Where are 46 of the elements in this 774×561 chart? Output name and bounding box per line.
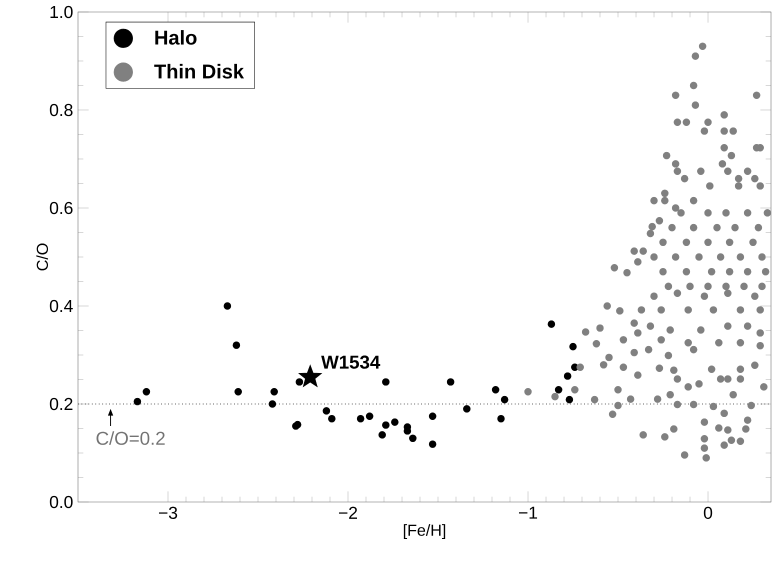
x-tick-label: −3 [158, 506, 178, 519]
legend-label: Halo [155, 30, 197, 45]
x-tick-label: 0 [704, 506, 712, 519]
x-axis-title: [Fe/H] [404, 524, 446, 540]
point [391, 418, 399, 426]
y-axis-title: C/O [36, 244, 48, 270]
point [270, 388, 278, 396]
x-tick-label: −1 [518, 506, 538, 519]
point [366, 412, 374, 420]
point [382, 378, 390, 386]
y-tick-label: 0.2 [50, 398, 72, 410]
point [500, 396, 508, 404]
point [232, 341, 240, 349]
point [428, 440, 436, 448]
x-tick-label: −2 [338, 506, 358, 519]
y-tick-label: 0.0 [50, 496, 73, 508]
point [328, 414, 336, 422]
annotation: W1534 [321, 356, 380, 369]
point [428, 412, 436, 420]
point [322, 407, 330, 415]
point [142, 388, 150, 396]
point [382, 421, 390, 429]
point [492, 386, 500, 394]
y-tick-label: 1.0 [50, 6, 73, 18]
point [134, 398, 142, 406]
point [497, 414, 505, 422]
point [356, 414, 364, 422]
point [268, 400, 276, 408]
point [463, 405, 471, 413]
point [409, 434, 417, 442]
point [548, 320, 556, 328]
point [296, 378, 304, 386]
point [234, 388, 242, 396]
point [446, 378, 454, 386]
point [566, 396, 574, 404]
point [569, 342, 577, 350]
point [298, 364, 322, 388]
point [554, 386, 562, 394]
legend-label: Thin Disk [154, 64, 244, 79]
ref-line-label: C/O=0.2 [96, 431, 165, 445]
y-tick-label: 0.6 [50, 202, 73, 214]
point [224, 302, 232, 310]
point [378, 431, 386, 439]
y-tick-label: 0.4 [50, 300, 73, 312]
point [564, 372, 572, 380]
y-tick-label: 0.8 [50, 104, 73, 116]
